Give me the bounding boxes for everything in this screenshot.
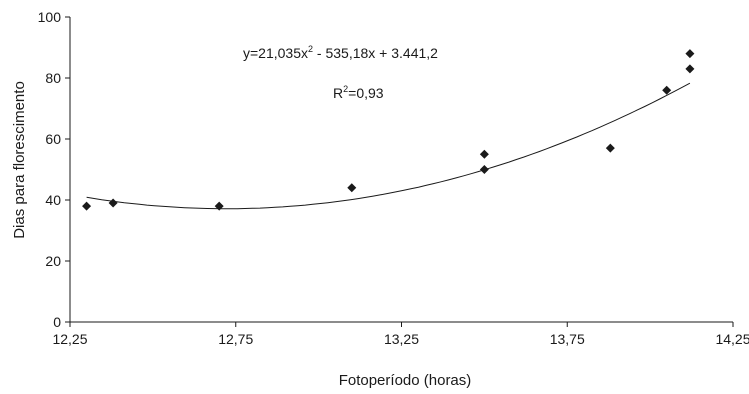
y-tick-label: 40 [45, 192, 61, 208]
equation-annotation: y=21,035x2 - 535,18x + 3.441,2 [243, 44, 438, 61]
data-point [605, 143, 615, 153]
y-tick-label: 20 [45, 253, 61, 269]
y-tick-label: 100 [38, 9, 62, 25]
data-point [108, 198, 118, 208]
y-axis-title: Dias para florescimento [11, 81, 28, 239]
x-ticks: 12,25 12,75 13,25 13,75 14,25 [52, 322, 749, 347]
x-tick-label: 13,25 [384, 331, 419, 347]
data-point [685, 64, 695, 74]
r2-pre: R [333, 85, 343, 101]
r2-superscript: 2 [343, 84, 348, 94]
x-axis-title: Fotoperíodo (horas) [339, 372, 472, 389]
equation-pre: y=21,035x [243, 45, 308, 61]
x-tick-label: 13,75 [550, 331, 585, 347]
data-point [685, 49, 695, 59]
trendline [86, 82, 691, 210]
data-point [479, 165, 489, 174]
x-tick-label: 12,25 [52, 331, 87, 347]
data-point [662, 85, 672, 95]
x-tick-label: 14,25 [715, 331, 749, 347]
r2-annotation: R2=0,93 [333, 84, 384, 101]
y-tick-label: 0 [53, 314, 61, 330]
data-points [82, 49, 695, 211]
data-point [347, 183, 357, 193]
x-tick-label: 12,75 [218, 331, 253, 347]
r2-post: =0,93 [348, 85, 384, 101]
y-ticks: 0 20 40 60 80 100 [38, 9, 70, 330]
data-point [214, 201, 224, 211]
data-point [479, 149, 489, 159]
equation-superscript: 2 [308, 44, 313, 54]
y-tick-label: 60 [45, 131, 61, 147]
y-tick-label: 80 [45, 70, 61, 86]
data-point [82, 201, 92, 211]
equation-post: - 535,18x + 3.441,2 [313, 45, 438, 61]
